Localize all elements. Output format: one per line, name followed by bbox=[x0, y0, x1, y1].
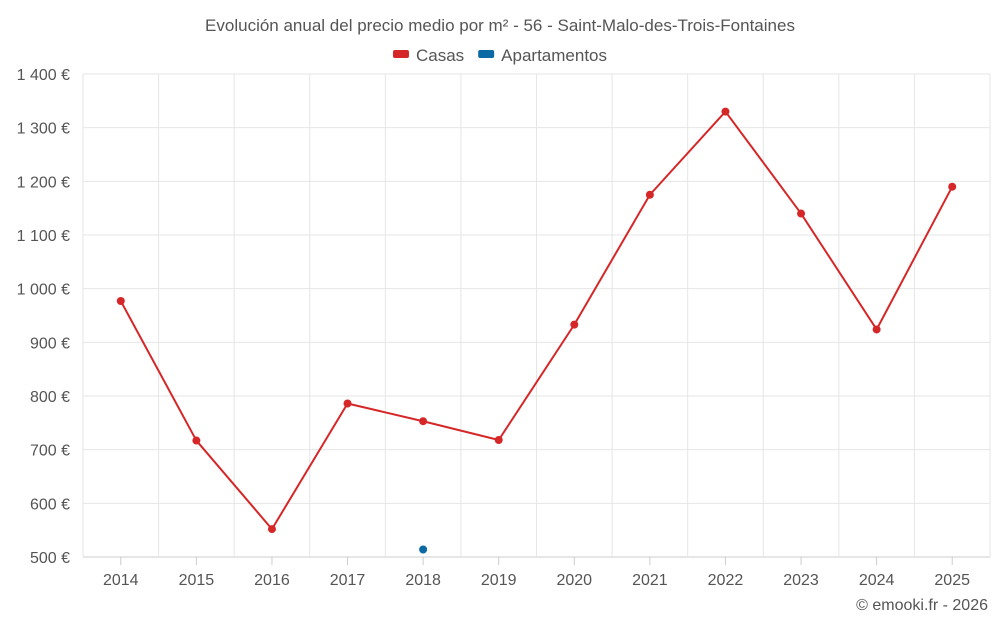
x-tick-label: 2024 bbox=[859, 572, 895, 589]
legend: Casas Apartamentos bbox=[392, 46, 607, 65]
y-tick-label: 500 € bbox=[30, 550, 70, 567]
x-tick-label: 2020 bbox=[556, 572, 592, 589]
x-axis: 2014 2015 2016 2017 2018 2019 2020 2021 2022 2023… bbox=[103, 557, 970, 589]
x-tick-label: 2014 bbox=[103, 572, 139, 589]
x-tick-label: 2018 bbox=[405, 572, 441, 589]
legend-swatch bbox=[478, 50, 495, 58]
y-tick-label: 1 000 € bbox=[17, 282, 70, 299]
data-point-casas bbox=[419, 417, 428, 426]
chart-title: Evolución anual del precio medio por m² … bbox=[205, 16, 795, 35]
y-tick-label: 1 400 € bbox=[17, 67, 70, 84]
y-tick-label: 1 100 € bbox=[17, 228, 70, 245]
y-axis: 500 € 600 € 700 € 800 € 900 € 1 000 € 1 100 € 1… bbox=[17, 67, 70, 567]
x-tick-label: 2025 bbox=[934, 572, 970, 589]
x-tick-label: 2016 bbox=[254, 572, 290, 589]
data-point-casas bbox=[116, 297, 125, 306]
data-point-casas bbox=[192, 436, 201, 445]
data-point-casas bbox=[948, 182, 957, 191]
data-point-apartamentos bbox=[419, 545, 428, 554]
x-tick-label: 2019 bbox=[481, 572, 517, 589]
data-point-casas bbox=[494, 436, 503, 445]
x-tick-label: 2023 bbox=[783, 572, 819, 589]
y-tick-label: 1 300 € bbox=[17, 121, 70, 138]
legend-label: Casas bbox=[416, 46, 464, 65]
y-tick-label: 600 € bbox=[30, 496, 70, 513]
credit-text: © emooki.fr - 2026 bbox=[856, 597, 988, 614]
x-tick-label: 2022 bbox=[708, 572, 744, 589]
legend-item-casas: Casas bbox=[392, 46, 464, 65]
grid bbox=[82, 73, 991, 558]
y-tick-label: 900 € bbox=[30, 335, 70, 352]
y-tick-label: 800 € bbox=[30, 389, 70, 406]
legend-swatch bbox=[392, 50, 409, 58]
data-point-casas bbox=[645, 190, 654, 199]
data-point-casas bbox=[267, 525, 276, 534]
data-point-casas bbox=[872, 325, 881, 334]
data-point-casas bbox=[570, 320, 579, 329]
y-tick-label: 1 200 € bbox=[17, 174, 70, 191]
series-line-casas bbox=[119, 110, 954, 531]
x-tick-label: 2017 bbox=[330, 572, 366, 589]
data-point-casas bbox=[797, 209, 806, 218]
y-tick-label: 700 € bbox=[30, 443, 70, 460]
series-layer bbox=[116, 107, 957, 554]
legend-item-apartamentos: Apartamentos bbox=[478, 46, 607, 65]
x-tick-label: 2015 bbox=[179, 572, 215, 589]
data-point-casas bbox=[343, 399, 352, 408]
data-point-casas bbox=[721, 107, 730, 116]
x-tick-label: 2021 bbox=[632, 572, 668, 589]
legend-label: Apartamentos bbox=[501, 46, 607, 65]
